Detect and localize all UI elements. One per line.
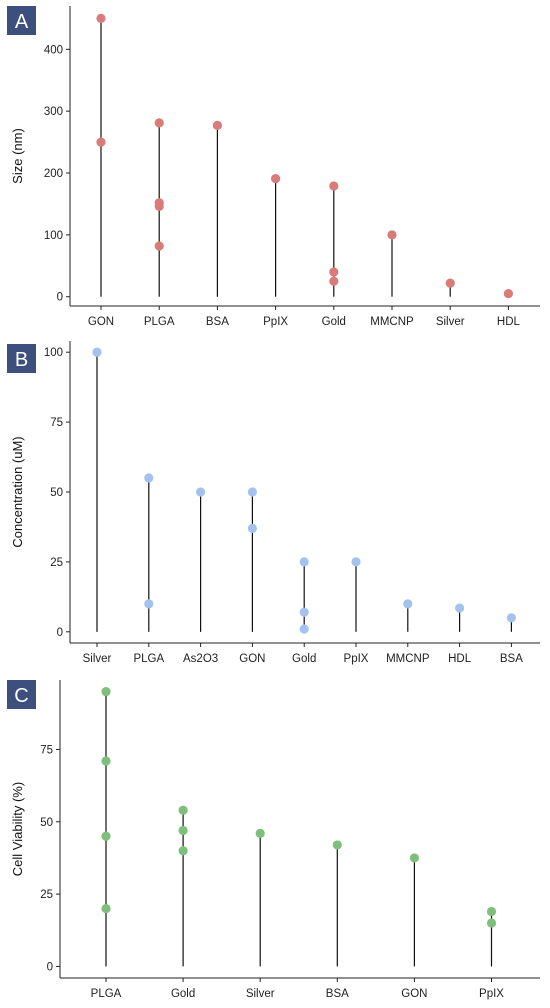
x-tick-label: Gold	[171, 988, 195, 1000]
data-point	[154, 118, 164, 128]
panel-badge-box	[7, 680, 36, 709]
y-tick-label: 300	[44, 106, 63, 118]
data-point	[455, 603, 465, 613]
data-point	[96, 137, 106, 147]
y-tick-label: 0	[57, 627, 63, 639]
y-tick-label: 0	[57, 292, 63, 304]
data-point	[329, 267, 339, 277]
data-point	[144, 473, 154, 483]
panel-badge-label: A	[15, 11, 29, 33]
chart-panel-a: 0 100 200 300 400 GON PLGA BSA PpIX Gold MMCNP Silv…	[7, 6, 540, 328]
y-tick-label: 75	[40, 744, 53, 756]
panel-badge: A	[7, 6, 36, 35]
y-tick-label: 0	[47, 961, 53, 973]
x-tick-label: GON	[401, 988, 427, 1000]
data-point	[154, 201, 164, 212]
x-tick-label: MMCNP	[370, 316, 414, 328]
data-point	[101, 903, 111, 914]
y-tick-label: 100	[44, 230, 63, 242]
data-point	[503, 289, 513, 299]
chart-panel-b: 0 25 50 75 100 Silver PLGA As2O3 GON Gold PpIX MMCN…	[7, 341, 540, 665]
data-point	[332, 840, 342, 850]
x-tick-label: Gold	[292, 653, 316, 665]
data-point	[247, 523, 257, 533]
x-tick-label: BSA	[326, 988, 349, 1000]
x-tick-label: Silver	[83, 653, 112, 665]
data-point	[299, 557, 309, 567]
data-point	[101, 756, 111, 766]
data-point	[486, 918, 497, 928]
data-point	[255, 828, 265, 838]
panel-badge: B	[7, 344, 36, 373]
data-point	[387, 230, 397, 240]
data-point	[247, 487, 257, 497]
data-point	[144, 599, 154, 609]
y-tick-label: 75	[50, 417, 63, 429]
y-axis-title: Concentration (uM)	[10, 436, 25, 547]
data-point	[409, 853, 419, 863]
data-point	[101, 831, 111, 841]
x-tick-label: HDL	[448, 653, 472, 665]
x-tick-label: BSA	[206, 316, 229, 328]
data-point	[299, 624, 309, 634]
panel-badge-label: B	[15, 349, 28, 371]
y-axis-title: Cell Viability (%)	[10, 782, 25, 876]
x-tick-label: Silver	[246, 988, 275, 1000]
y-tick-label: 25	[50, 557, 63, 569]
x-tick-label: PpIX	[344, 653, 369, 665]
x-tick-label: PLGA	[133, 653, 164, 665]
data-point	[271, 173, 281, 184]
data-point	[329, 181, 339, 191]
panel-badge-label: C	[14, 685, 28, 707]
y-tick-label: 50	[50, 487, 63, 499]
data-point	[154, 241, 164, 251]
data-point	[196, 487, 206, 497]
data-point	[506, 613, 516, 623]
x-tick-label: MMCNP	[386, 653, 430, 665]
y-tick-label: 400	[44, 44, 63, 56]
x-tick-label: Silver	[436, 316, 465, 328]
y-tick-label: 100	[44, 347, 63, 359]
x-tick-label: PLGA	[144, 316, 175, 328]
x-tick-label: PpIX	[263, 316, 288, 328]
x-tick-label: As2O3	[183, 653, 218, 665]
data-point	[178, 805, 188, 815]
y-tick-label: 25	[40, 889, 53, 901]
x-tick-label: Gold	[322, 316, 346, 328]
x-tick-label: HDL	[497, 316, 521, 328]
panel-badge-box	[7, 344, 36, 373]
x-tick-label: GON	[88, 316, 114, 328]
data-point	[486, 906, 497, 917]
y-axis-title: Size (nm)	[10, 128, 25, 184]
x-tick-label: PpIX	[479, 988, 504, 1000]
data-point	[178, 825, 188, 836]
data-point	[445, 278, 455, 288]
panel-badge: C	[7, 680, 36, 709]
data-point	[101, 686, 111, 697]
data-point	[351, 557, 361, 567]
x-tick-label: PLGA	[91, 988, 122, 1000]
data-point	[178, 846, 188, 856]
panel-badge-box	[7, 6, 36, 35]
chart-panel-c: 0 25 50 75 PLGA Gold Silver BSA GON PpIX Cell Viab…	[7, 680, 540, 1000]
data-point	[92, 347, 102, 357]
data-point	[96, 13, 106, 23]
data-point	[329, 276, 339, 286]
x-tick-label: BSA	[500, 653, 523, 665]
x-tick-label: GON	[239, 653, 265, 665]
data-point	[299, 607, 309, 617]
y-tick-label: 200	[44, 168, 63, 180]
y-tick-label: 50	[40, 817, 53, 829]
data-point	[403, 599, 413, 609]
data-point	[212, 120, 222, 130]
